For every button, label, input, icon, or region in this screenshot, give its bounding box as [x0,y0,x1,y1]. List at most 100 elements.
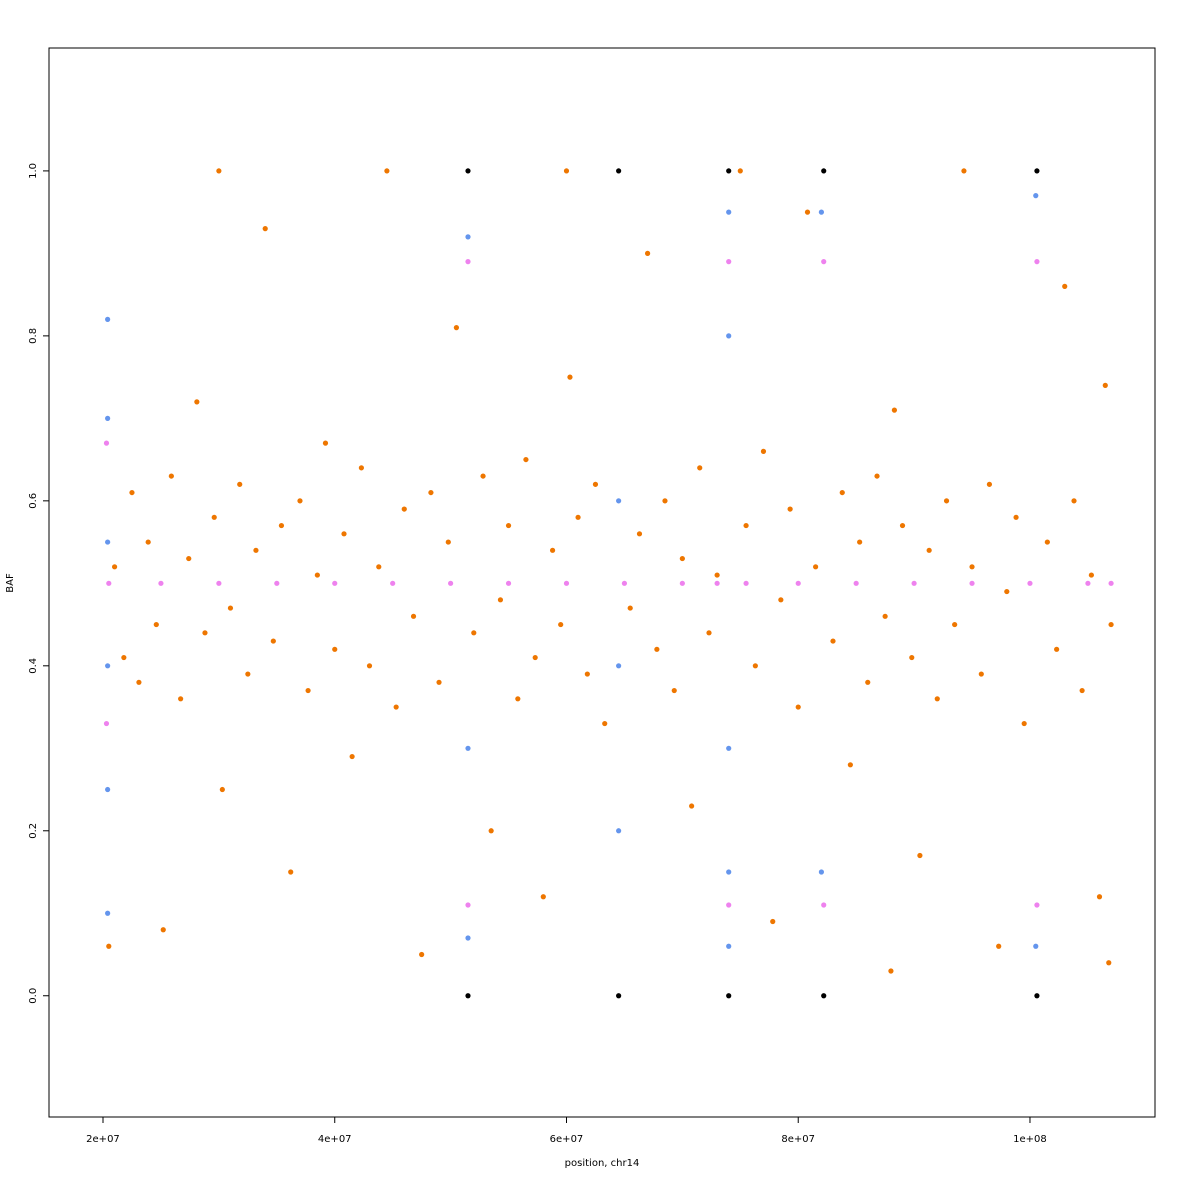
data-point [390,580,396,586]
data-point [996,943,1002,949]
data-point [795,580,801,586]
data-point [105,910,111,916]
data-point [465,993,471,999]
data-point [575,514,581,520]
data-point [627,605,633,611]
data-point [332,646,338,652]
data-point [821,993,827,999]
data-point [714,580,720,586]
data-point [1054,646,1060,652]
data-point [795,704,801,710]
y-tick-label: 0.2 [28,823,39,839]
y-tick-label: 0.4 [28,658,39,674]
data-point [1033,943,1039,949]
data-point [480,473,486,479]
data-point [752,663,758,669]
data-point [105,663,111,669]
data-point [943,498,950,504]
data-point [888,968,894,974]
data-point [584,671,590,677]
data-point [227,605,234,611]
data-point [1106,960,1112,966]
data-point [219,786,225,793]
data-point [616,498,622,504]
data-point [129,489,135,496]
data-point [105,316,111,322]
data-point [726,168,732,174]
data-point [952,621,958,628]
data-point [168,473,174,479]
data-point [436,679,442,685]
data-point [305,687,311,694]
data-point [145,539,151,545]
data-point [804,209,811,215]
data-point [274,580,280,586]
data-point [262,226,268,232]
data-point [891,407,898,413]
data-point [270,638,276,644]
data-point [830,638,836,644]
data-point [1013,514,1019,520]
data-point [1034,168,1040,174]
data-point [158,580,164,586]
data-point [857,539,863,545]
data-point [341,531,347,537]
data-point [1062,283,1068,289]
data-point [934,696,940,702]
data-point [349,753,355,760]
data-point [358,465,364,471]
data-point [136,679,142,685]
data-point [237,481,243,487]
data-point [813,564,819,570]
data-point [332,580,338,586]
data-point [726,209,732,215]
data-point [636,531,643,537]
data-point [899,522,906,529]
data-point [909,654,915,661]
data-point [818,869,825,875]
data-point [253,547,259,553]
data-point [515,696,521,702]
data-point [465,168,471,174]
data-point [505,522,512,529]
data-point [726,745,732,751]
data-point [706,630,712,636]
data-point [567,374,573,380]
data-point [563,168,570,174]
data-point [714,572,720,578]
data-point [428,489,434,496]
data-point [743,522,749,529]
data-point [697,465,703,471]
data-point [662,498,668,504]
data-point [926,547,932,553]
data-point [153,621,159,628]
data-point [1079,687,1085,694]
y-tick-label: 1.0 [28,163,39,179]
data-point [105,539,111,545]
data-point [540,894,546,900]
data-point [978,671,984,677]
data-point [726,869,732,875]
data-point [616,168,622,174]
data-point [194,399,200,405]
data-point [726,333,732,339]
data-point [366,663,373,669]
x-axis-label: position, chr14 [565,1158,640,1169]
data-point [821,902,827,908]
data-point [644,250,651,256]
data-point [787,506,793,512]
x-tick-label: 2e+07 [86,1134,120,1145]
data-point [178,696,184,702]
data-point [121,654,127,661]
x-tick-label: 1e+08 [1013,1134,1047,1145]
data-point [160,927,166,933]
data-point [1034,993,1040,999]
data-point [1033,193,1039,199]
data-point [1102,382,1108,388]
data-point [465,259,471,265]
data-point [1034,259,1040,265]
data-point [322,440,329,446]
data-point [393,704,399,710]
data-point [654,646,660,652]
